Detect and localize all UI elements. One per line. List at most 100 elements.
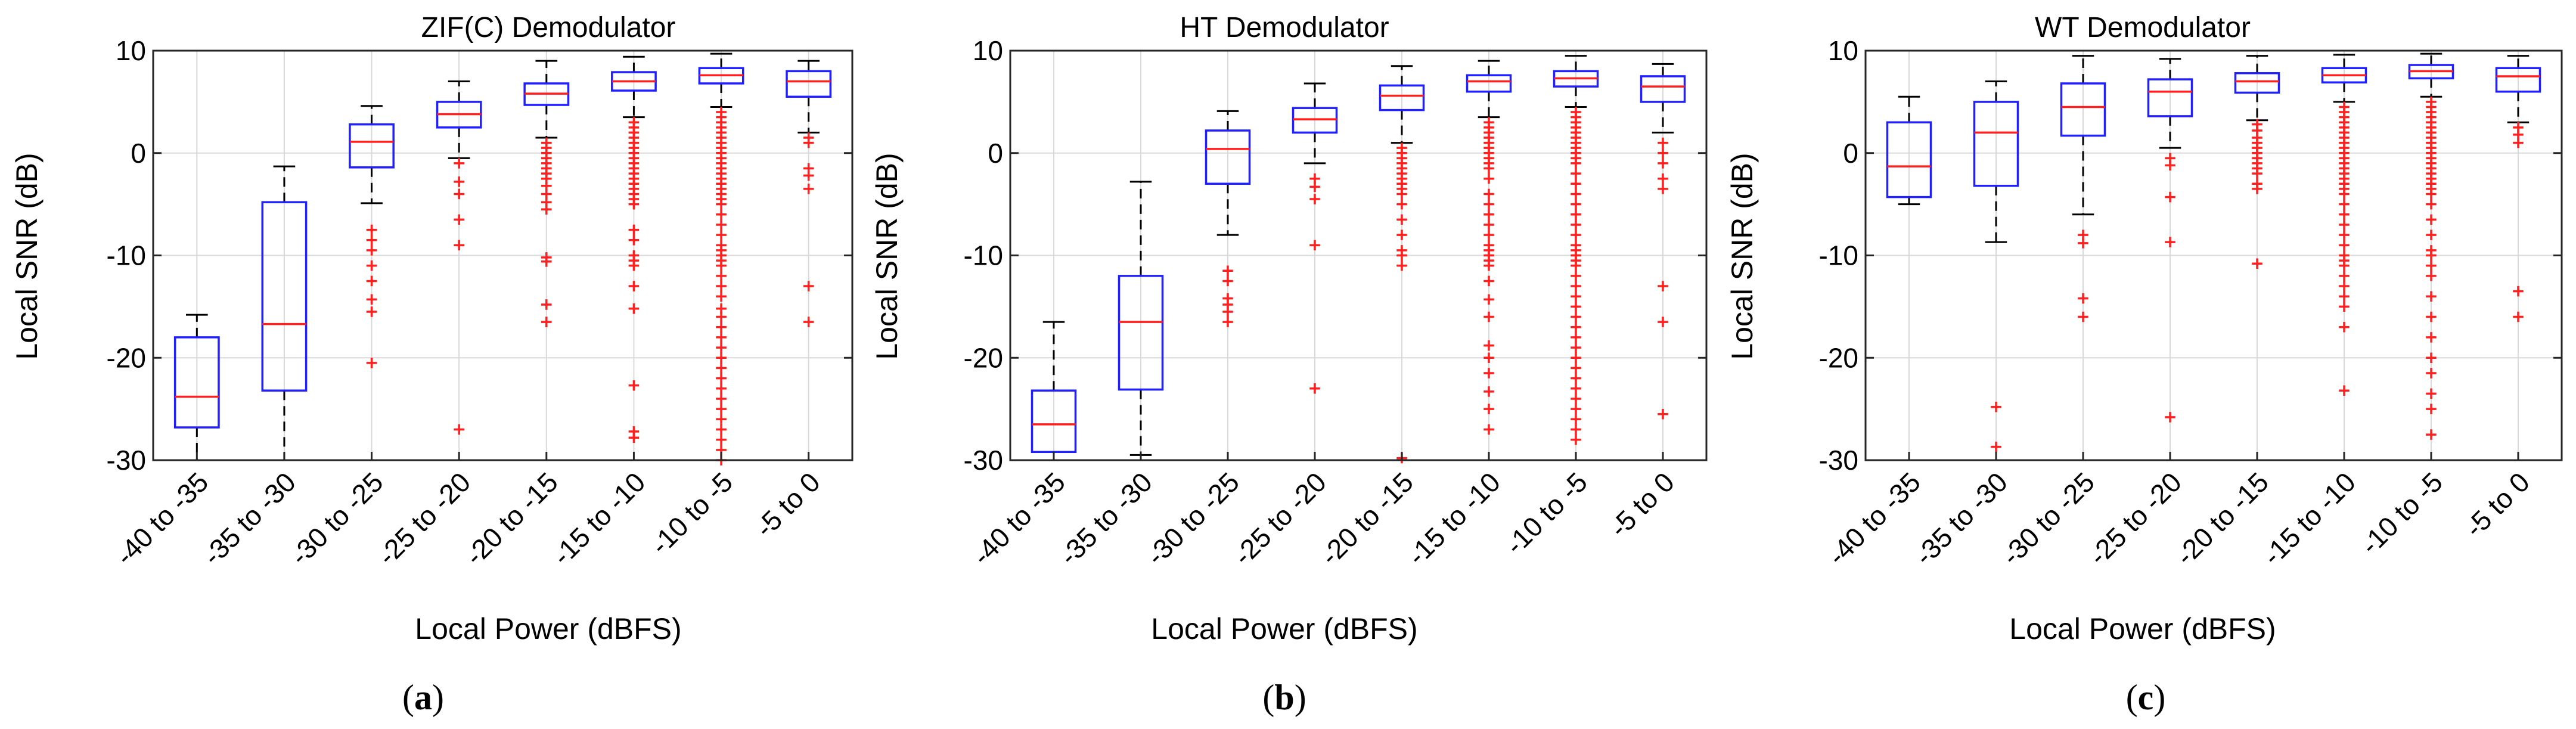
panel-b-outlier-6-31 <box>1571 352 1581 364</box>
panel-b-ytick-label-4: 10 <box>973 35 1003 66</box>
panel-a-ytick-label-0: -30 <box>107 445 146 476</box>
panel-b-outlier-3-4 <box>1309 383 1320 394</box>
panel-b-outlier-6-14 <box>1571 198 1581 210</box>
panel-c-outlier-5-28 <box>2339 291 2350 302</box>
panel-b-box-5 <box>1466 60 1512 435</box>
panel-c-box-3 <box>2147 58 2193 423</box>
panel-a-outlier-4-14 <box>541 299 552 310</box>
panel-b-outlier-6-12 <box>1571 178 1581 190</box>
panel-a-outlier-3-2 <box>454 188 464 200</box>
panel-c-box-2 <box>2060 55 2106 322</box>
panel-b-outlier-5-22 <box>1483 294 1494 305</box>
panel-b-outlier-6-38 <box>1571 424 1581 435</box>
panel-b-box-1 <box>1118 181 1164 456</box>
panel-b-outlier-6-10 <box>1571 158 1581 169</box>
panel-b-outlier-6-24 <box>1571 281 1581 291</box>
panel-c-y-axis-label: Local SNR (dB) <box>1725 153 1759 359</box>
panel-c-ytick-label-1: -20 <box>1819 342 1858 373</box>
panel-a-outlier-6-18 <box>716 198 727 210</box>
panel-c-outlier-6-26 <box>2426 291 2437 302</box>
panel-b-box-4 <box>1379 65 1425 464</box>
panel-b-outlier-6-39 <box>1571 434 1581 445</box>
panel-a-iqr-box-7 <box>786 70 832 98</box>
panel-a-outlier-2-1 <box>366 234 377 246</box>
panel-b-iqr-box-7 <box>1640 75 1686 103</box>
panel-a-outlier-6-26 <box>716 260 727 271</box>
panel-b-outlier-6-34 <box>1571 383 1581 394</box>
panel-a-outlier-4-11 <box>541 204 552 215</box>
panel-b-outlier-6-28 <box>1571 321 1581 333</box>
panel-a-outlier-6-43 <box>716 434 727 445</box>
panel-a-caption-letter: a <box>414 678 432 717</box>
panel-a-outlier-3-1 <box>454 176 464 187</box>
panel-b-outlier-3-2 <box>1309 194 1320 204</box>
panel-c-outlier-3-1 <box>2165 160 2175 171</box>
panel-c-iqr-box-4 <box>2234 72 2280 94</box>
panel-b-outlier-5-11 <box>1483 188 1494 200</box>
panel-c-outlier-7-2 <box>2513 137 2524 148</box>
panel-c-box-5 <box>2321 54 2367 396</box>
panel-b-caption: (b) <box>1262 678 1306 717</box>
panel-c-outlier-5-31 <box>2339 385 2350 396</box>
panel-a-outlier-7-5 <box>803 281 814 291</box>
panel-a-outlier-5-18 <box>628 234 640 246</box>
panel-c-outlier-5-19 <box>2339 209 2350 220</box>
panel-b-outlier-6-15 <box>1571 209 1581 220</box>
panel-b-ytick-label-1: -20 <box>964 342 1003 373</box>
panel-a-outlier-6-40 <box>716 404 727 414</box>
panel-a-y-axis-label: Local SNR (dB) <box>10 153 44 359</box>
panel-a-outlier-6-35 <box>716 352 727 364</box>
panel-c-ytick-label-0: -30 <box>1819 445 1858 476</box>
panel-b-outlier-5-13 <box>1483 209 1494 220</box>
panel-a-outlier-5-23 <box>628 303 640 314</box>
panel-a-outlier-5-17 <box>628 224 640 235</box>
panel-a-ytick-label-2: -10 <box>107 240 146 271</box>
panel-b-ytick-label-2: -10 <box>964 240 1003 271</box>
panel-b-outlier-6-35 <box>1571 393 1581 404</box>
panel-a-outlier-6-31 <box>716 311 727 322</box>
panel-b-outlier-5-21 <box>1483 275 1494 287</box>
panel-a-outlier-2-2 <box>366 245 377 256</box>
panel-b-iqr-box-1 <box>1118 275 1164 391</box>
panel-c-outlier-5-20 <box>2339 219 2350 230</box>
panel-c-outlier-6-19 <box>2426 198 2437 210</box>
panel-a-outlier-6-37 <box>716 373 727 384</box>
panel-c-outlier-3-3 <box>2165 237 2175 247</box>
panel-b-outlier-6-33 <box>1571 373 1581 384</box>
panel-a-outlier-7-6 <box>803 317 814 327</box>
panel-b-outlier-7-5 <box>1658 281 1668 291</box>
panel-b-outlier-7-2 <box>1658 158 1668 169</box>
panel-c-outlier-6-27 <box>2426 311 2437 322</box>
panel-b-outlier-4-9 <box>1396 188 1407 200</box>
panel-b-outlier-4-15 <box>1396 260 1407 271</box>
panel-c-outlier-6-33 <box>2426 429 2437 440</box>
panel-b-x-axis-label: Local Power (dBFS) <box>1151 612 1417 646</box>
panel-c-outlier-6-29 <box>2426 352 2437 364</box>
panel-c-outlier-1-1 <box>1991 441 2001 452</box>
panel-a-outlier-6-27 <box>716 271 727 281</box>
panel-a-outlier-2-6 <box>366 306 377 317</box>
panel-a-outlier-5-16 <box>628 198 640 210</box>
panel-c-outlier-5-25 <box>2339 260 2350 271</box>
panel-c-outlier-5-30 <box>2339 321 2350 333</box>
panel-b-outlier-6-23 <box>1571 271 1581 281</box>
panel-b-outlier-2-0 <box>1222 265 1233 277</box>
panel-c-outlier-6-32 <box>2426 404 2437 414</box>
panel-b-iqr-box-5 <box>1466 74 1512 93</box>
panel-a-outlier-3-3 <box>454 214 464 225</box>
panel-b-outlier-7-6 <box>1658 317 1668 327</box>
panel-a-outlier-6-29 <box>716 291 727 302</box>
panel-a-box-3 <box>436 80 482 435</box>
panel-a-outlier-6-32 <box>716 321 727 333</box>
panel-b-outlier-6-32 <box>1571 362 1581 374</box>
panel-c-outlier-5-18 <box>2339 198 2350 210</box>
panel-a-ytick-label-3: 0 <box>131 138 146 169</box>
panel-b-outlier-2-5 <box>1222 317 1233 327</box>
panel-b-outlier-6-30 <box>1571 342 1581 353</box>
panel-b-outlier-4-10 <box>1396 198 1407 210</box>
panel-b-box-3 <box>1292 82 1338 394</box>
panel-b-outlier-2-4 <box>1222 306 1233 317</box>
panel-a-outlier-6-28 <box>716 281 727 291</box>
panel-c-iqr-box-0 <box>1886 121 1932 198</box>
panel-b-outlier-6-36 <box>1571 404 1581 414</box>
